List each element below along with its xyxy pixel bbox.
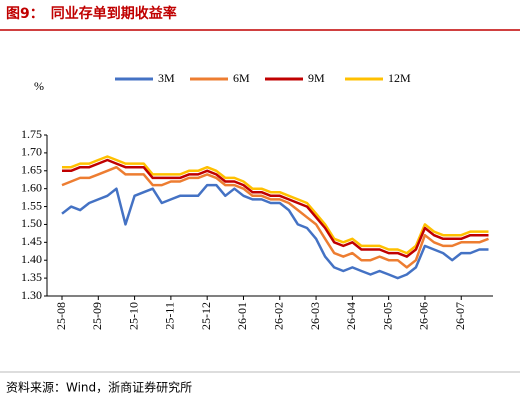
x-tick-label: 26-05 — [380, 302, 394, 330]
x-tick-label: 26-07 — [453, 302, 467, 330]
x-tick-label: 26-04 — [344, 302, 358, 330]
series-line — [61, 165, 489, 269]
legend-label: 9M — [308, 71, 325, 85]
y-tick-label: 1.55 — [21, 198, 42, 212]
y-unit: % — [34, 79, 44, 93]
x-tick-label: 25-08 — [54, 302, 68, 330]
series-line — [61, 183, 489, 280]
legend-label: 6M — [233, 71, 250, 85]
y-tick-label: 1.35 — [21, 270, 42, 284]
chart-title: 图9： 同业存单到期收益率 — [6, 5, 177, 22]
legend-label: 3M — [158, 71, 175, 85]
y-tick-label: 1.65 — [21, 163, 42, 177]
y-tick-label: 1.70 — [21, 145, 42, 159]
y-tick-label: 1.45 — [21, 234, 42, 248]
x-tick-label: 25-09 — [90, 302, 104, 330]
series-line — [62, 155, 489, 255]
y-tick-label: 1.30 — [21, 288, 42, 302]
x-tick-label: 25-11 — [163, 302, 177, 330]
y-tick-label: 1.50 — [21, 216, 42, 230]
x-tick-label: 25-12 — [199, 302, 213, 330]
source: 资料来源：Wind，浙商证券研究所 — [6, 380, 192, 395]
x-tick-label: 25-10 — [126, 302, 140, 330]
y-tick-label: 1.75 — [21, 127, 42, 141]
y-tick-label: 1.60 — [21, 180, 42, 194]
x-tick-label: 26-01 — [235, 302, 249, 330]
legend-label: 12M — [388, 71, 411, 85]
series-line — [62, 158, 489, 258]
x-tick-label: 26-02 — [272, 302, 286, 330]
x-tick-label: 26-06 — [417, 302, 431, 330]
x-tick-label: 26-03 — [308, 302, 322, 330]
y-tick-label: 1.40 — [21, 252, 42, 266]
